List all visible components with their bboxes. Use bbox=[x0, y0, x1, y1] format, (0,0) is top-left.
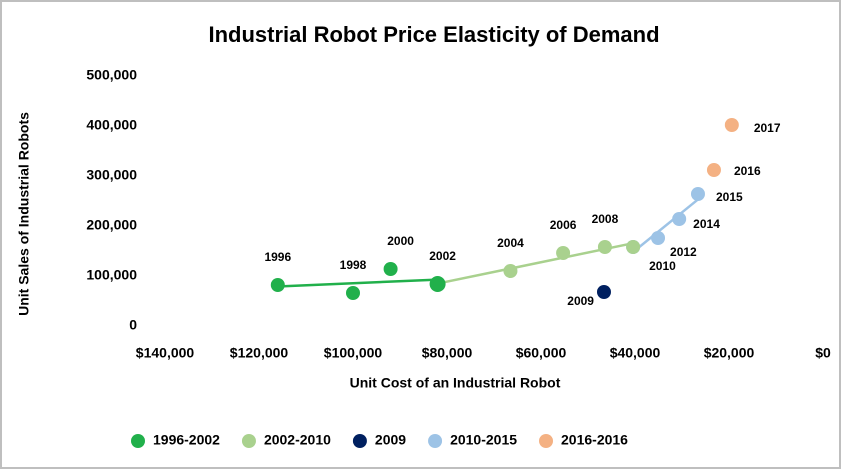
legend-label: 2010-2015 bbox=[450, 432, 517, 448]
point bbox=[651, 231, 666, 245]
legend-swatch bbox=[352, 434, 367, 448]
y-tick-label: 200,000 bbox=[86, 217, 137, 233]
y-tick-label: 400,000 bbox=[86, 117, 137, 133]
x-axis-label: Unit Cost of an Industrial Robot bbox=[350, 375, 561, 391]
x-tick-label: $120,000 bbox=[230, 345, 289, 361]
y-axis-label: Unit Sales of Industrial Robots bbox=[16, 112, 32, 316]
y-tick-label: 300,000 bbox=[86, 167, 137, 183]
point-label: 2004 bbox=[497, 236, 524, 250]
x-tick-label: $0 bbox=[815, 345, 831, 361]
trendline bbox=[632, 198, 699, 254]
x-tick-label: $60,000 bbox=[516, 345, 567, 361]
point bbox=[270, 278, 285, 292]
point bbox=[383, 262, 398, 276]
point-label: 1998 bbox=[340, 258, 367, 272]
y-tick-label: 100,000 bbox=[86, 267, 137, 283]
point bbox=[503, 264, 518, 278]
x-tick-label: $100,000 bbox=[324, 345, 383, 361]
x-tick-label: $140,000 bbox=[136, 345, 195, 361]
point bbox=[346, 286, 360, 300]
point bbox=[690, 187, 705, 201]
y-tick-label: 500,000 bbox=[86, 67, 137, 83]
point-label: 2006 bbox=[550, 218, 577, 232]
point-label: 1996 bbox=[264, 250, 291, 264]
point bbox=[429, 276, 446, 292]
legend-swatch bbox=[131, 434, 145, 448]
y-tick-label: 0 bbox=[129, 317, 137, 333]
point bbox=[672, 212, 687, 226]
point bbox=[596, 285, 611, 299]
point-label: 2017 bbox=[754, 121, 781, 135]
point-label: 2000 bbox=[387, 234, 414, 248]
legend-swatch bbox=[241, 434, 256, 448]
x-tick-label: $20,000 bbox=[704, 345, 755, 361]
point bbox=[597, 240, 612, 254]
point bbox=[556, 246, 571, 260]
legend-label: 2002-2010 bbox=[264, 432, 331, 448]
point bbox=[626, 240, 641, 254]
point bbox=[706, 163, 721, 177]
point-label: 2014 bbox=[693, 217, 720, 231]
point-label: 2015 bbox=[716, 190, 743, 204]
legend-label: 2009 bbox=[375, 432, 406, 448]
legend-label: 1996-2002 bbox=[153, 432, 220, 448]
point bbox=[724, 118, 739, 132]
x-tick-label: $40,000 bbox=[610, 345, 661, 361]
point-label: 2012 bbox=[670, 245, 697, 259]
trendline bbox=[277, 278, 438, 288]
legend-label: 2016-2016 bbox=[561, 432, 628, 448]
legend-swatch bbox=[428, 434, 443, 448]
chart-title: Industrial Robot Price Elasticity of Dem… bbox=[208, 22, 659, 47]
point-label: 2009 bbox=[567, 294, 594, 308]
point-label: 2002 bbox=[429, 249, 456, 263]
x-tick-label: $80,000 bbox=[422, 345, 473, 361]
point-label: 2008 bbox=[592, 212, 619, 226]
legend-swatch bbox=[539, 434, 554, 448]
point-label: 2010 bbox=[649, 259, 676, 273]
point-label: 2016 bbox=[734, 164, 761, 178]
